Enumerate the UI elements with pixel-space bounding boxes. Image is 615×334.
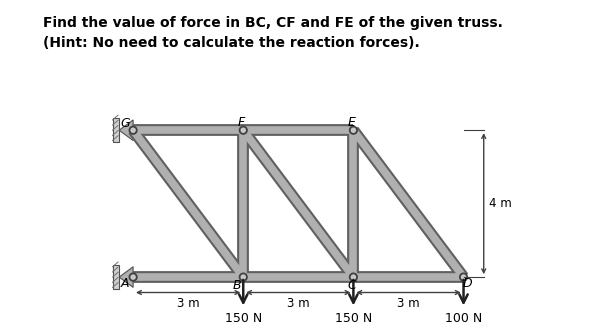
Circle shape xyxy=(129,127,137,134)
Circle shape xyxy=(350,127,357,134)
Text: 150 N: 150 N xyxy=(224,312,262,325)
Text: B: B xyxy=(232,279,241,292)
Bar xyxy=(113,118,119,142)
Text: C: C xyxy=(347,279,356,292)
Circle shape xyxy=(460,274,467,281)
Text: G: G xyxy=(120,117,130,130)
Bar xyxy=(113,265,119,289)
Circle shape xyxy=(350,274,357,281)
Text: 4 m: 4 m xyxy=(490,197,512,210)
Text: E: E xyxy=(347,116,355,129)
Text: F: F xyxy=(238,116,245,129)
FancyArrow shape xyxy=(119,120,133,141)
Text: 3 m: 3 m xyxy=(397,297,420,310)
Text: A: A xyxy=(121,277,129,290)
Circle shape xyxy=(240,127,247,134)
Text: Find the value of force in BC, CF and FE of the given truss.
(Hint: No need to c: Find the value of force in BC, CF and FE… xyxy=(43,16,503,49)
FancyArrow shape xyxy=(119,267,133,287)
Text: 3 m: 3 m xyxy=(177,297,199,310)
Text: D: D xyxy=(463,277,473,290)
Text: 100 N: 100 N xyxy=(445,312,482,325)
Text: 150 N: 150 N xyxy=(335,312,372,325)
Text: 3 m: 3 m xyxy=(287,297,309,310)
Circle shape xyxy=(129,274,137,281)
Circle shape xyxy=(240,274,247,281)
